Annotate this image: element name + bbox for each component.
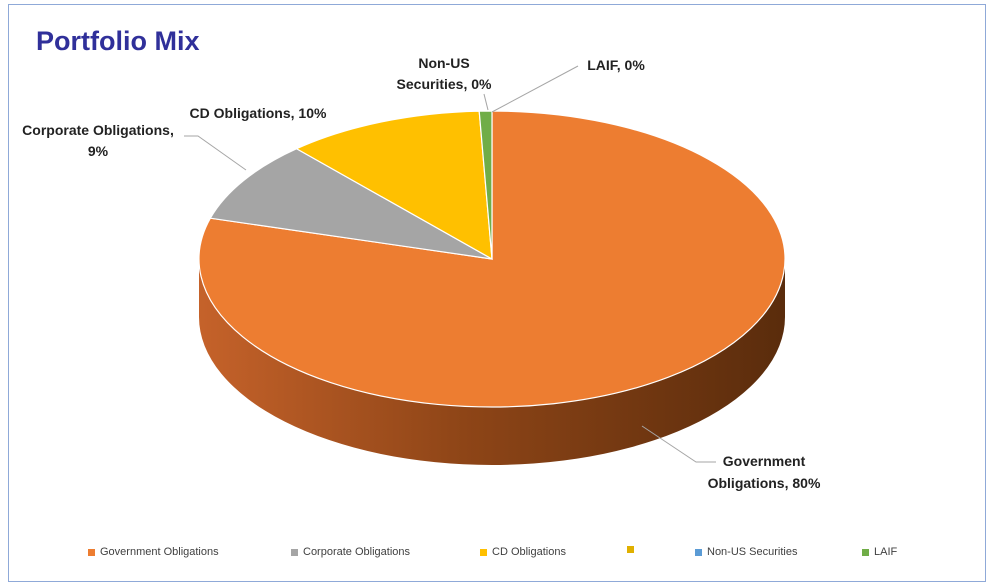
leader-line-government [641, 425, 716, 463]
leader-line-laif [491, 65, 579, 113]
pie-side-government-obligations [199, 259, 785, 465]
data-label-corporate: Corporate Obligations, [22, 122, 174, 138]
legend-label: Government Obligations [100, 546, 219, 558]
leader-line-corporate [184, 135, 247, 171]
legend-label: LAIF [874, 546, 898, 558]
leader-line-nonus [483, 93, 489, 111]
legend-label: Non-US Securities [707, 546, 798, 558]
legend-item-laif: LAIF [862, 546, 897, 558]
data-labels: Government Obligations, 80% Corporate Ob… [22, 55, 821, 491]
data-label-government: Government [723, 453, 806, 469]
legend-item-nonus: Non-US Securities [695, 546, 797, 558]
legend-label: CD Obligations [492, 546, 566, 558]
legend-label: Corporate Obligations [303, 546, 411, 558]
data-label-corporate-line2: 9% [88, 143, 109, 159]
legend-item-blank [627, 546, 639, 553]
pie-side-walls [199, 259, 785, 465]
legend-swatch [695, 548, 702, 556]
pie-slice-corporate-obligations [209, 148, 493, 260]
legend-swatch [862, 548, 869, 556]
legend-item-corporate: Corporate Obligations [291, 546, 410, 558]
legend-item-government: Government Obligations [88, 546, 219, 558]
data-label-nonus: Non-US [418, 55, 469, 71]
legend-swatch [627, 546, 634, 553]
legend-swatch [291, 548, 298, 556]
data-label-laif: LAIF, 0% [587, 57, 645, 73]
data-label-cd: CD Obligations, 10% [190, 105, 327, 121]
pie-slice-laif [478, 110, 493, 260]
pie-slices [198, 110, 786, 408]
legend-item-cd: CD Obligations [480, 546, 566, 558]
chart-title: Portfolio Mix [36, 26, 200, 56]
pie-slice-cd-obligations [295, 110, 493, 261]
data-label-nonus-line2: Securities, 0% [397, 76, 492, 92]
legend: Government Obligations Corporate Obligat… [0, 546, 988, 566]
legend-swatch [480, 548, 487, 556]
data-label-government-line2: Obligations, 80% [708, 475, 821, 491]
legend-swatch [88, 548, 95, 556]
